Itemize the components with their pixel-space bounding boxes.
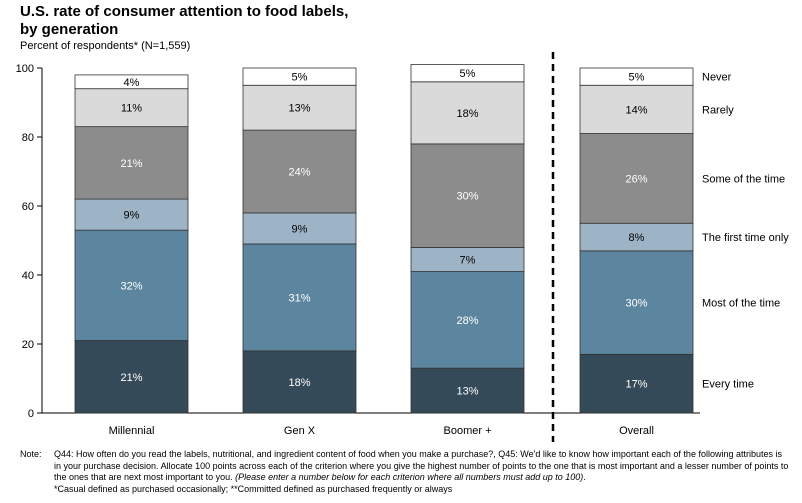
data-label: 21% [120, 372, 142, 384]
bar-segment [242, 350, 357, 414]
y-tick-label: 20 [22, 339, 34, 351]
legend-label: Most of the time [702, 298, 780, 310]
bar-group-gen-x: 18% 31% 9% 24% 13% 5% [242, 67, 357, 414]
bar-segment [410, 367, 525, 414]
y-tick-label: 0 [28, 408, 34, 420]
bar-segment [410, 64, 525, 83]
chart-title-line2: by generation [20, 21, 119, 38]
bar-segment [74, 126, 189, 200]
bar-segment [410, 246, 525, 272]
bar-segment [74, 74, 189, 90]
data-label: 28% [456, 315, 478, 327]
x-tick-label: Millennial [109, 425, 155, 437]
note-body: Q44: How often do you read the labels, n… [54, 449, 789, 495]
note-label: Note: [20, 449, 42, 459]
bar-segment [579, 250, 694, 355]
data-label: 5% [292, 72, 308, 84]
chart-title-line1: U.S. rate of consumer attention to food … [20, 3, 349, 20]
data-label: 21% [120, 158, 142, 170]
bar-segment [242, 212, 357, 245]
y-tick-label: 60 [22, 201, 34, 213]
legend-label: Rarely [702, 104, 734, 116]
data-label: 5% [629, 72, 645, 84]
bar-segment [579, 67, 694, 86]
data-label: 11% [121, 103, 142, 115]
bar-segment [74, 229, 189, 341]
bar-segment [74, 198, 189, 231]
legend-label: Never [702, 72, 732, 84]
chart-title: U.S. rate of consumer attention to food … [20, 3, 348, 39]
bar-segment [242, 84, 357, 131]
bar-group-overall: 17% 30% 8% 26% 14% 5% [579, 67, 694, 414]
data-label: 5% [460, 68, 476, 80]
note-definitions: *Casual defined as purchased occasionall… [54, 483, 453, 494]
bar-segment [242, 129, 357, 214]
data-label: 24% [288, 167, 310, 179]
data-label: 14% [625, 104, 647, 116]
bar-segment [242, 67, 357, 86]
data-label: 32% [120, 280, 142, 292]
x-tick-label: Gen X [284, 425, 316, 437]
bar-segment [410, 271, 525, 369]
y-tick-label: 40 [22, 270, 34, 282]
data-label: 7% [460, 254, 476, 266]
bar-group-millennial: 21% 32% 9% 21% 11% 4% [74, 74, 189, 414]
bar-segment [410, 81, 525, 145]
note-question-main: Q44: How often do you read the labels, n… [54, 449, 789, 482]
data-label: 9% [124, 210, 140, 222]
bar-segment [410, 143, 525, 248]
data-label: 17% [625, 379, 647, 391]
data-label: 13% [456, 386, 478, 398]
legend-label: The first time only [702, 232, 789, 244]
legend-label: Every time [702, 379, 754, 391]
data-label: 31% [288, 292, 310, 304]
bar-segment [579, 84, 694, 134]
y-tick-label: 80 [22, 132, 34, 144]
legend-label: Some of the time [702, 173, 785, 185]
data-label: 30% [456, 191, 478, 203]
data-label: 18% [288, 377, 310, 389]
y-tick-label: 100 [16, 63, 34, 75]
note-question-text: Q44: How often do you read the labels, n… [54, 449, 789, 484]
bar-segment [74, 88, 189, 128]
bar-group-boomer: 13% 28% 7% 30% 18% 5% [410, 64, 525, 414]
data-label: 9% [292, 223, 308, 235]
data-label: 13% [288, 103, 310, 115]
data-label: 26% [625, 173, 647, 185]
stacked-bar-chart: 0 20 40 60 80 100 21% 32% 9% 21% 11% 4% Millennial 18… [16, 52, 789, 442]
x-tick-label: Boomer + [444, 425, 492, 437]
data-label: 4% [124, 77, 140, 89]
data-label: 30% [625, 298, 647, 310]
x-tick-label: Overall [619, 425, 654, 437]
bar-segment [74, 340, 189, 414]
chart-subtitle: Percent of respondents* (N=1,559) [20, 40, 191, 52]
note-question-end: . [583, 472, 586, 482]
data-label: 8% [629, 232, 645, 244]
data-label: 18% [456, 108, 478, 120]
bar-segment [579, 133, 694, 224]
note-question-italic: (Please enter a number below for each cr… [235, 472, 584, 482]
